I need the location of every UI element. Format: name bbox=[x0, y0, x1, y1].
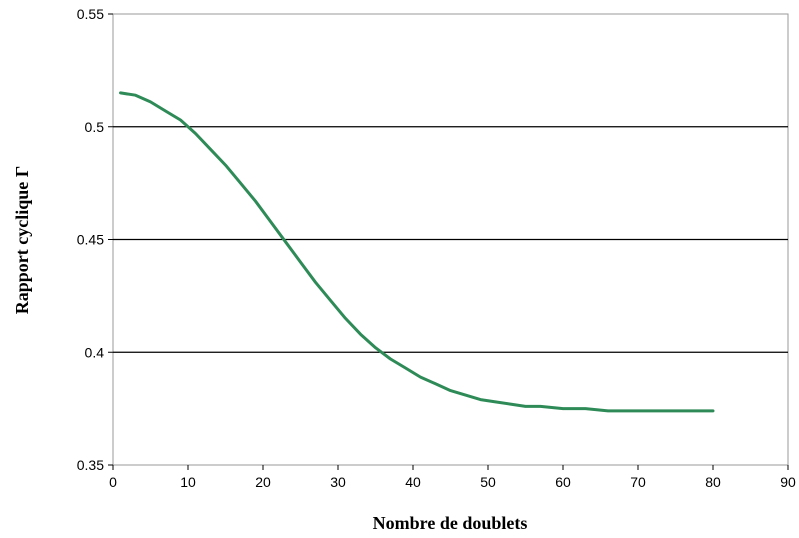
y-tick-label: 0.45 bbox=[77, 232, 104, 248]
x-tick-label: 90 bbox=[780, 474, 796, 490]
x-tick-label: 20 bbox=[255, 474, 271, 490]
x-tick-label: 70 bbox=[630, 474, 646, 490]
y-tick-label: 0.4 bbox=[85, 344, 105, 360]
x-tick-label: 80 bbox=[705, 474, 721, 490]
x-axis-ticks: 0 10 20 30 40 50 60 70 80 90 bbox=[109, 465, 796, 490]
y-axis-title: Rapport cyclique Γ bbox=[12, 166, 32, 314]
y-tick-label: 0.55 bbox=[77, 6, 104, 22]
x-tick-label: 60 bbox=[555, 474, 571, 490]
x-tick-label: 40 bbox=[405, 474, 421, 490]
y-tick-label: 0.5 bbox=[85, 119, 105, 135]
x-tick-label: 0 bbox=[109, 474, 117, 490]
gridlines bbox=[113, 126, 788, 353]
x-tick-label: 10 bbox=[180, 474, 196, 490]
series-group bbox=[119, 91, 715, 413]
x-tick-label: 30 bbox=[330, 474, 346, 490]
x-tick-label: 50 bbox=[480, 474, 496, 490]
x-axis-title: Nombre de doublets bbox=[373, 513, 528, 533]
series-line bbox=[119, 91, 715, 413]
y-tick-label: 0.35 bbox=[77, 457, 104, 473]
y-axis-ticks: 0.35 0.4 0.45 0.5 0.55 bbox=[77, 6, 113, 473]
